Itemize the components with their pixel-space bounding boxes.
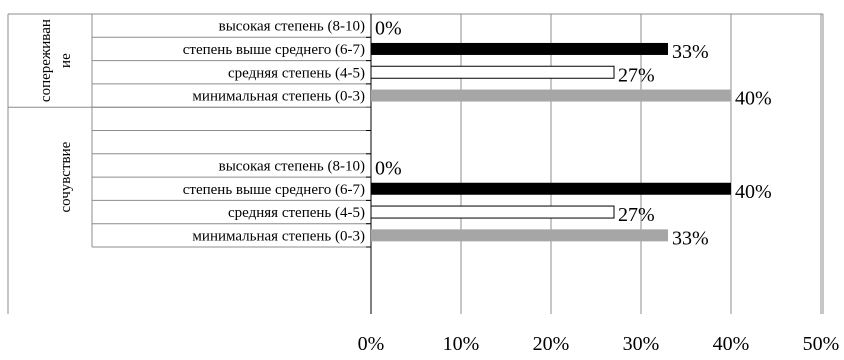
x-tick-label: 40% (713, 333, 750, 355)
data-label: 27% (618, 204, 655, 226)
bar (371, 89, 731, 102)
data-label: 0% (375, 157, 402, 179)
grid-layer (7, 13, 824, 314)
bar (371, 229, 668, 242)
data-label: 40% (735, 181, 772, 203)
bar (371, 42, 668, 55)
x-tick-label: 30% (623, 333, 660, 355)
category-label: степень выше среднего (6-7) (183, 182, 365, 198)
data-label: 0% (375, 18, 402, 40)
x-tick-label: 50% (803, 333, 840, 355)
bar (370, 65, 615, 79)
group-label: сопереживан (38, 19, 54, 102)
bar (371, 182, 731, 195)
category-label: высокая степень (8-10) (219, 19, 365, 35)
data-label: 33% (672, 41, 709, 63)
x-tick-label: 20% (533, 333, 570, 355)
x-tick-label: 10% (443, 333, 480, 355)
bar-layer (370, 42, 731, 242)
category-label: средняя степень (4-5) (228, 205, 365, 221)
category-label: средняя степень (4-5) (228, 65, 365, 81)
category-label: высокая степень (8-10) (219, 158, 365, 174)
category-label: степень выше среднего (6-7) (183, 42, 365, 58)
category-label: минимальная степень (0-3) (192, 228, 365, 244)
x-tick-label: 0% (358, 333, 385, 355)
category-label: минимальная степень (0-3) (192, 89, 365, 105)
group-label: ие (58, 53, 74, 68)
label-layer: высокая степень (8-10) 0% степень выше сре… (38, 18, 839, 355)
data-label: 40% (735, 88, 772, 110)
bar (370, 205, 615, 219)
data-label: 33% (672, 227, 709, 249)
group-label: сочувствие (58, 141, 74, 212)
data-label: 27% (618, 64, 655, 86)
